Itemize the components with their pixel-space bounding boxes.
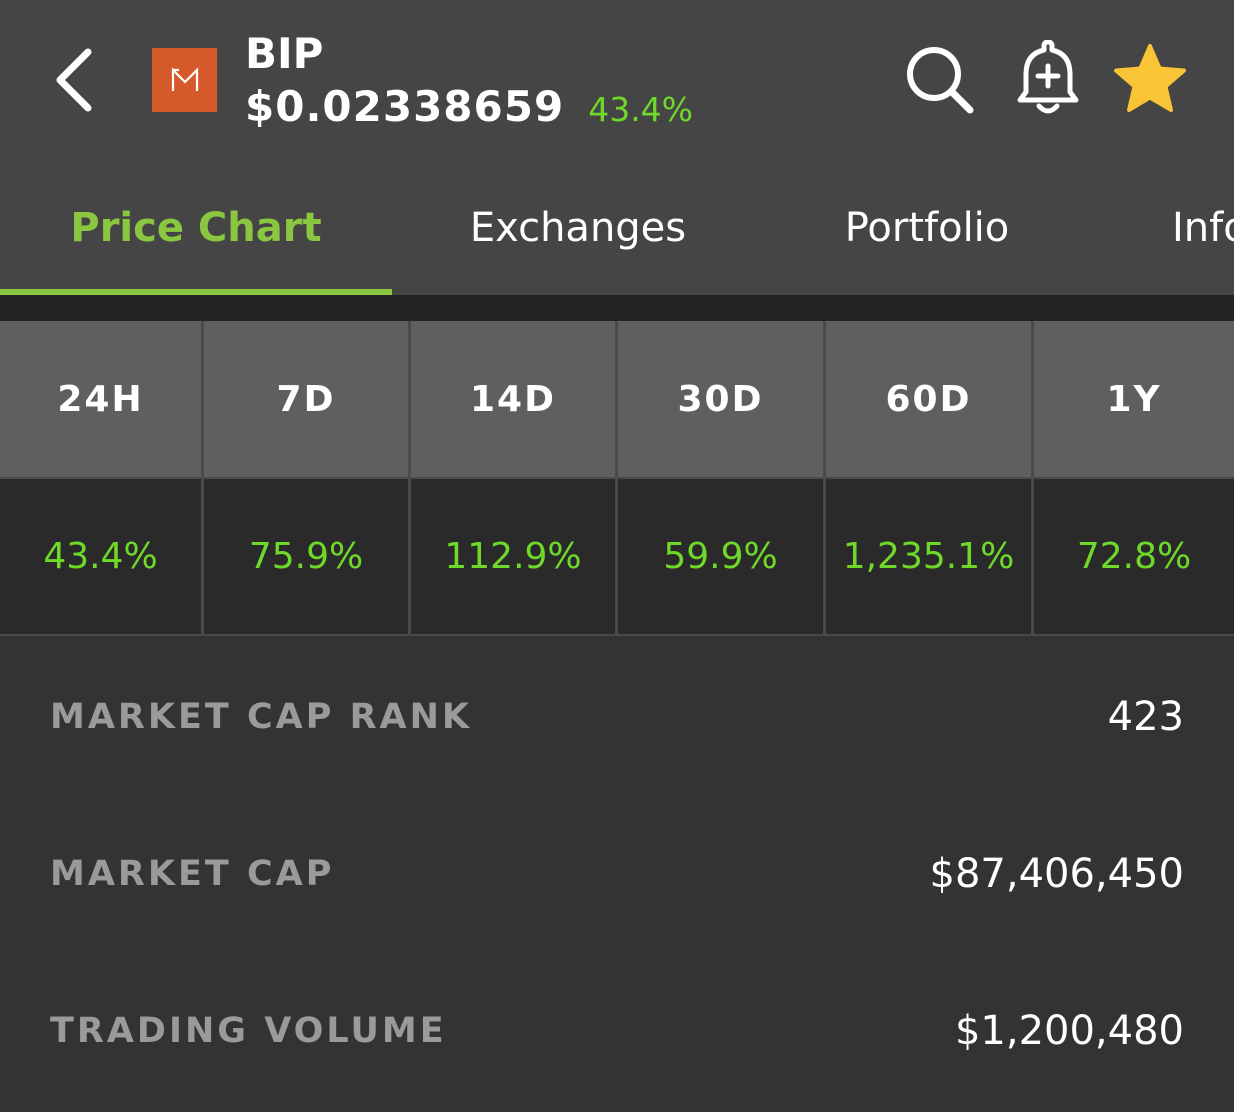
period-1y-change: 72.8% [1034, 479, 1234, 634]
coin-change-24h: 43.4% [588, 90, 694, 129]
period-performance-grid: 24H 7D 14D 30D 60D 1Y 43.4% 75.9% 112.9%… [0, 321, 1234, 636]
stat-label: MARKET CAP [50, 853, 335, 894]
period-1y[interactable]: 1Y [1034, 321, 1234, 477]
stat-label: MARKET CAP RANK [50, 696, 473, 737]
period-30d-change: 59.9% [618, 479, 823, 634]
stat-label: TRADING VOLUME [50, 1010, 447, 1051]
tab-exchanges[interactable]: Exchanges [469, 204, 687, 251]
coin-logo-mark-icon [171, 67, 198, 91]
favorite-star-icon [1114, 44, 1186, 112]
active-tab-indicator [0, 289, 392, 295]
coin-logo [152, 48, 217, 112]
period-24h-change: 43.4% [0, 479, 201, 634]
period-14d[interactable]: 14D [411, 321, 615, 477]
search-button[interactable] [900, 40, 980, 120]
stat-value: $87,406,450 [929, 850, 1184, 897]
alert-bell-icon [1017, 40, 1079, 114]
stat-row-market-cap: MARKET CAP $87,406,450 [0, 795, 1234, 952]
coin-price-row: $0.02338659 43.4% [245, 82, 693, 132]
add-alert-button[interactable] [1006, 40, 1086, 120]
period-30d[interactable]: 30D [618, 321, 823, 477]
favorite-button[interactable] [1110, 40, 1190, 120]
coin-tabs: Price Chart Exchanges Portfolio Info [0, 160, 1234, 295]
back-button[interactable] [44, 38, 104, 122]
coin-price: $0.02338659 [245, 82, 565, 131]
period-24h[interactable]: 24H [0, 321, 201, 477]
search-icon [907, 47, 974, 114]
period-60d[interactable]: 60D [826, 321, 1031, 477]
stat-value: $1,200,480 [954, 1007, 1184, 1054]
period-14d-change: 112.9% [411, 479, 615, 634]
tab-info[interactable]: Info [1172, 204, 1234, 251]
tab-divider [0, 295, 1234, 321]
coin-symbol: BIP [245, 29, 324, 78]
stat-row-market-cap-rank: MARKET CAP RANK 423 [0, 638, 1234, 795]
back-arrow-icon [56, 48, 92, 112]
stat-value: 423 [1107, 693, 1184, 740]
period-7d-change: 75.9% [204, 479, 408, 634]
period-60d-change: 1,235.1% [826, 479, 1031, 634]
market-stats: MARKET CAP RANK 423 MARKET CAP $87,406,4… [0, 638, 1234, 1112]
stat-row-trading-volume: TRADING VOLUME $1,200,480 [0, 952, 1234, 1109]
tab-price-chart[interactable]: Price Chart [70, 204, 322, 251]
tab-portfolio[interactable]: Portfolio [844, 204, 1010, 251]
period-7d[interactable]: 7D [204, 321, 408, 477]
coin-header: BIP $0.02338659 43.4% [0, 0, 1234, 160]
